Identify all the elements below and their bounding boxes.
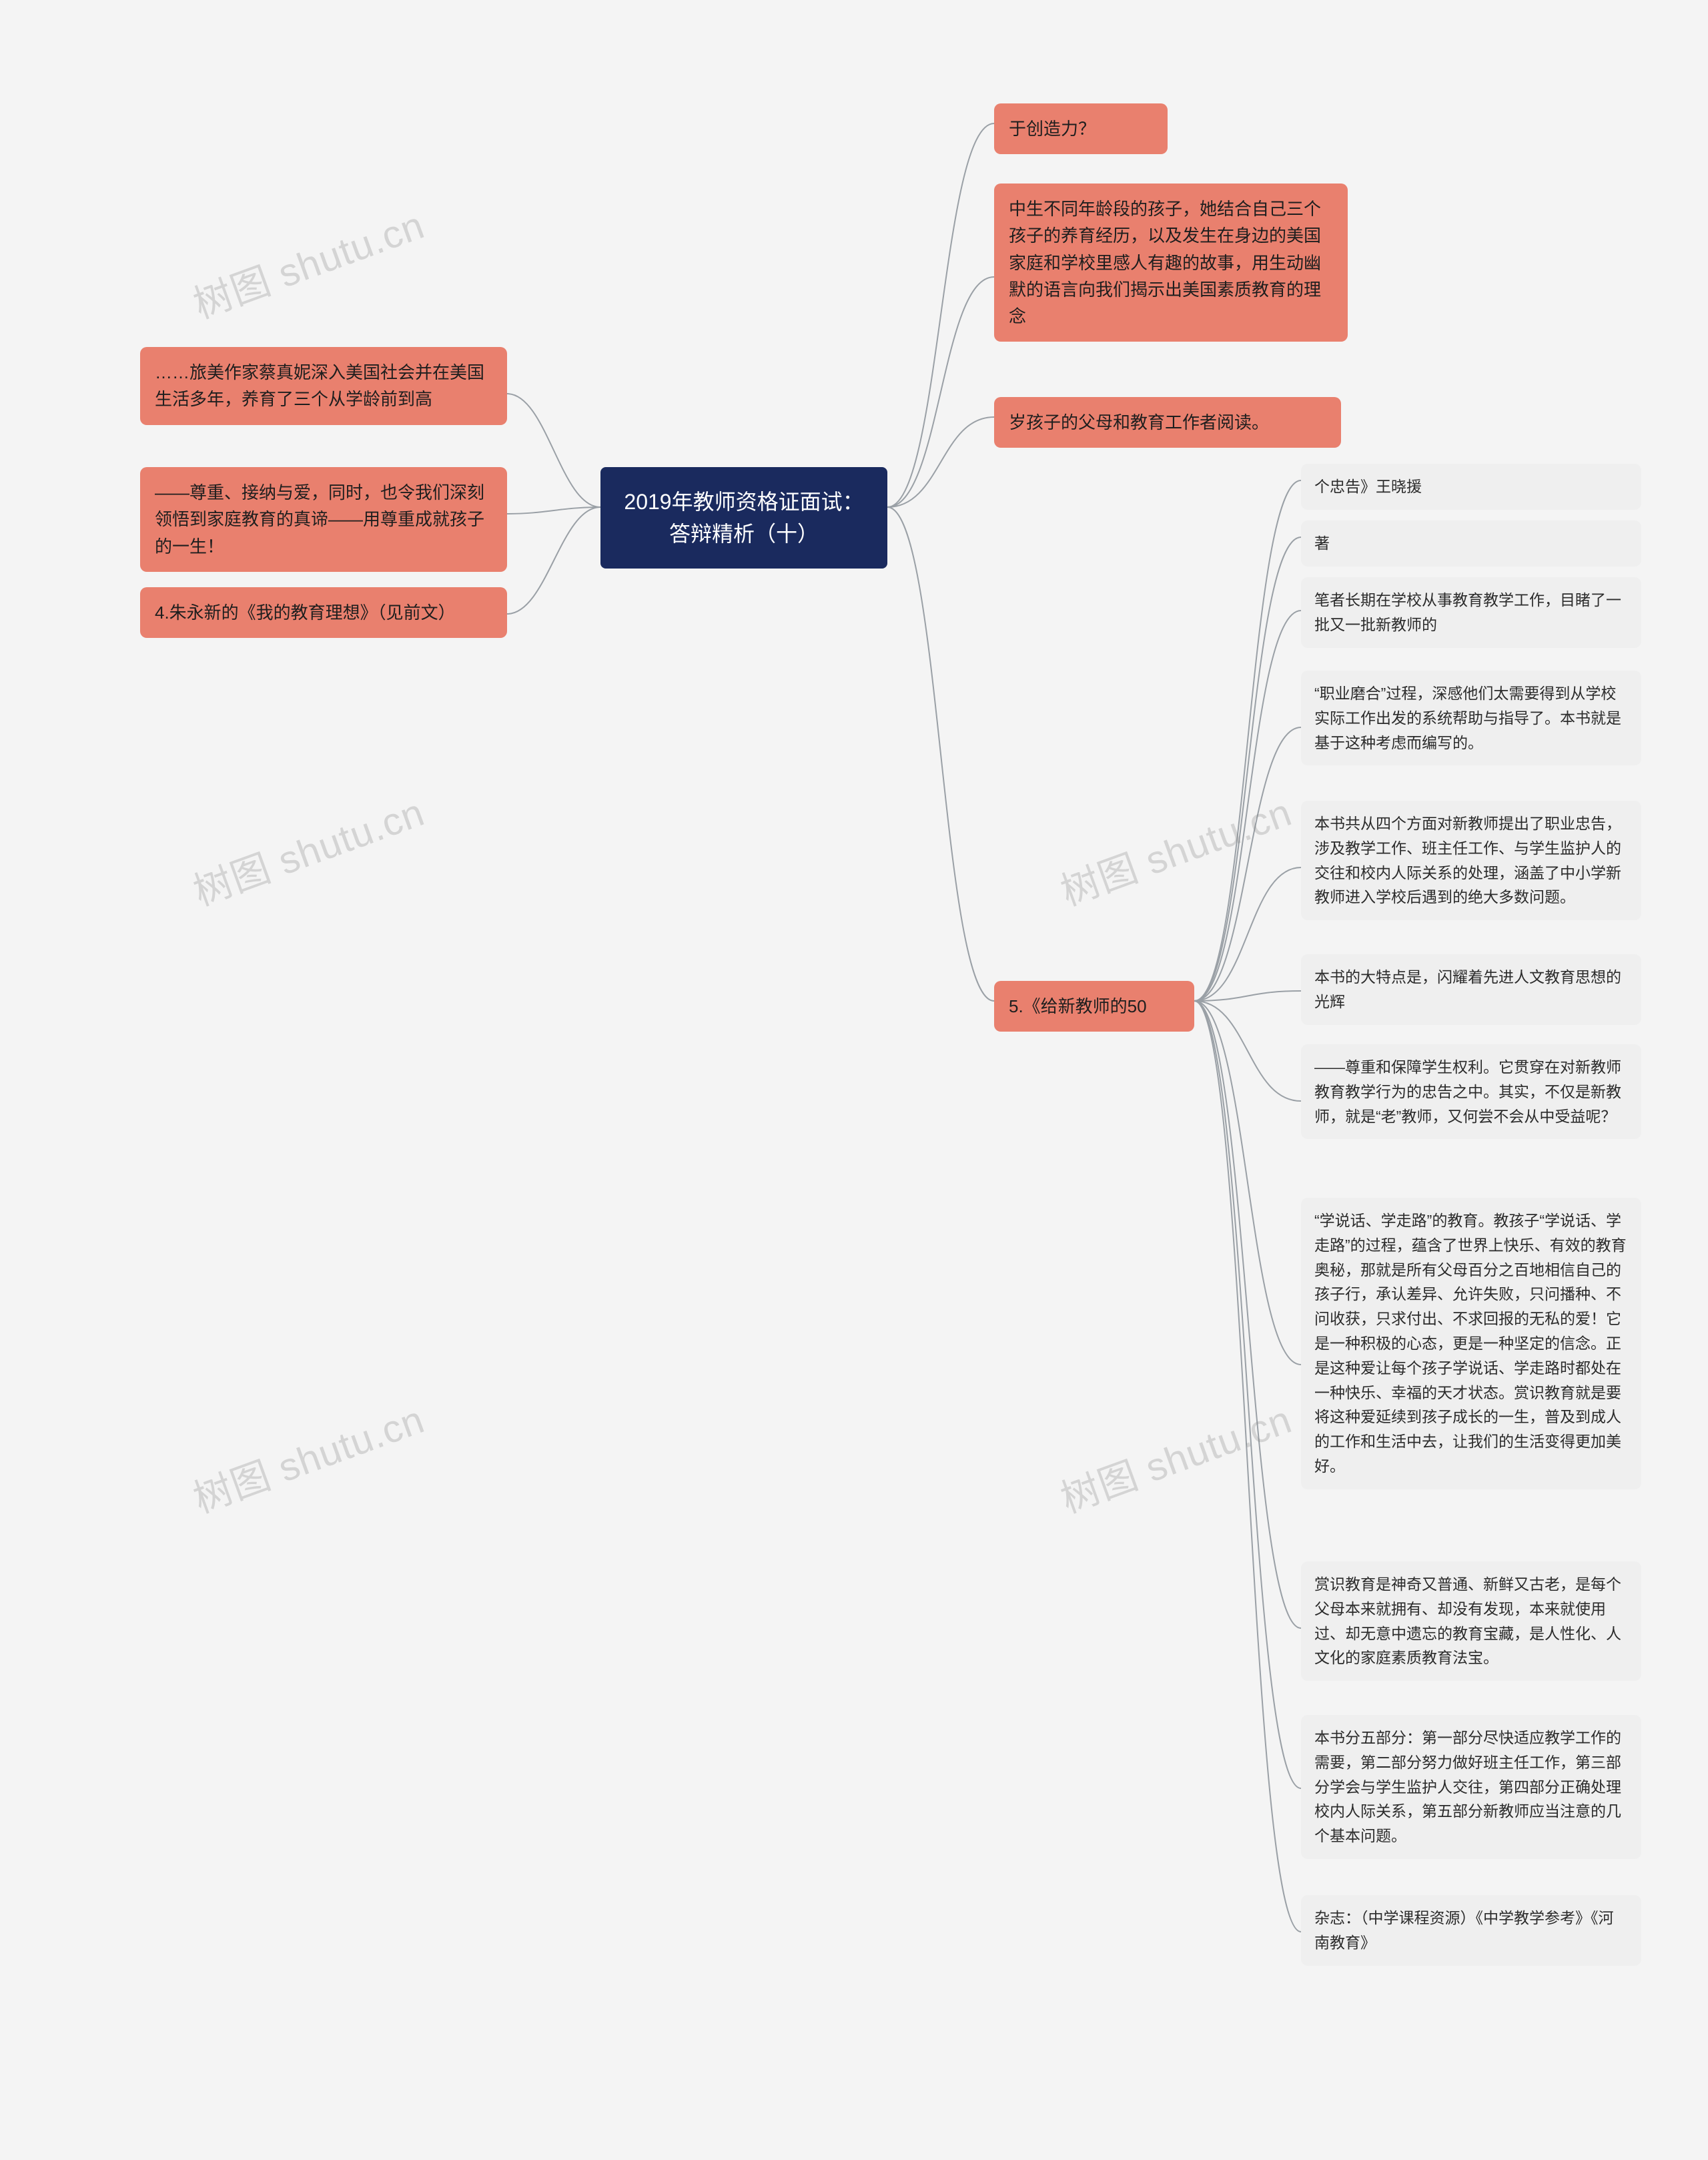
gray-node-5-text: 本书共从四个方面对新教师提出了职业忠告，涉及教学工作、班主任工作、与学生监护人的… bbox=[1314, 815, 1621, 906]
gray-node-11-text: 杂志：（中学课程资源）《中学教学参考》《河南教育》 bbox=[1314, 1909, 1614, 1951]
left-node-3-text: 4.朱永新的《我的教育理想》（见前文） bbox=[155, 603, 456, 623]
gray-node-9[interactable]: 赏识教育是神奇又普通、新鲜又古老，是每个父母本来就拥有、却没有发现，本来就使用过… bbox=[1301, 1561, 1641, 1681]
right-node-1[interactable]: 于创造力？ bbox=[994, 103, 1168, 154]
watermark: 树图 shutu.cn bbox=[1052, 781, 1298, 917]
gray-node-4[interactable]: “职业磨合”过程，深感他们太需要得到从学校实际工作出发的系统帮助与指导了。本书就… bbox=[1301, 671, 1641, 765]
root-line1: 2019年教师资格证面试： bbox=[624, 490, 863, 514]
right-node-4-text: 5.《给新教师的50 bbox=[1009, 996, 1147, 1016]
gray-node-3[interactable]: 笔者长期在学校从事教育教学工作，目睹了一批又一批新教师的 bbox=[1301, 577, 1641, 648]
right-node-1-text: 于创造力？ bbox=[1009, 119, 1096, 139]
left-node-2[interactable]: ——尊重、接纳与爱，同时，也令我们深刻领悟到家庭教育的真谛——用尊重成就孩子的一… bbox=[140, 467, 507, 572]
root-line2: 答辩精析（十） bbox=[669, 522, 819, 546]
gray-node-9-text: 赏识教育是神奇又普通、新鲜又古老，是每个父母本来就拥有、却没有发现，本来就使用过… bbox=[1314, 1575, 1621, 1666]
gray-node-2[interactable]: 著 bbox=[1301, 520, 1641, 567]
watermark: 树图 shutu.cn bbox=[185, 1389, 431, 1524]
gray-node-6-text: 本书的大特点是，闪耀着先进人文教育思想的光辉 bbox=[1314, 968, 1621, 1010]
mindmap-canvas: 2019年教师资格证面试： 答辩精析（十） ……旅美作家蔡真妮深入美国社会并在美… bbox=[0, 0, 1708, 2160]
watermark: 树图 shutu.cn bbox=[185, 194, 431, 330]
gray-node-10[interactable]: 本书分五部分：第一部分尽快适应教学工作的需要，第二部分努力做好班主任工作，第三部… bbox=[1301, 1715, 1641, 1859]
root-node[interactable]: 2019年教师资格证面试： 答辩精析（十） bbox=[600, 467, 887, 569]
gray-node-1[interactable]: 个忠告》王晓援 bbox=[1301, 464, 1641, 510]
gray-node-11[interactable]: 杂志：（中学课程资源）《中学教学参考》《河南教育》 bbox=[1301, 1895, 1641, 1966]
watermark: 树图 shutu.cn bbox=[185, 781, 431, 917]
right-node-3-text: 岁孩子的父母和教育工作者阅读。 bbox=[1009, 412, 1269, 432]
right-node-4[interactable]: 5.《给新教师的50 bbox=[994, 981, 1194, 1032]
gray-node-8-text: “学说话、学走路”的教育。教孩子“学说话、学走路”的过程，蕴含了世界上快乐、有效… bbox=[1314, 1212, 1627, 1475]
left-node-1[interactable]: ……旅美作家蔡真妮深入美国社会并在美国生活多年，养育了三个从学龄前到高 bbox=[140, 347, 507, 425]
gray-node-1-text: 个忠告》王晓援 bbox=[1314, 478, 1422, 495]
gray-node-6[interactable]: 本书的大特点是，闪耀着先进人文教育思想的光辉 bbox=[1301, 954, 1641, 1025]
gray-node-8[interactable]: “学说话、学走路”的教育。教孩子“学说话、学走路”的过程，蕴含了世界上快乐、有效… bbox=[1301, 1198, 1641, 1489]
gray-node-2-text: 著 bbox=[1314, 534, 1330, 552]
watermark: 树图 shutu.cn bbox=[1052, 1389, 1298, 1524]
gray-node-7-text: ——尊重和保障学生权利。它贯穿在对新教师教育教学行为的忠告之中。其实，不仅是新教… bbox=[1314, 1058, 1621, 1125]
right-node-3[interactable]: 岁孩子的父母和教育工作者阅读。 bbox=[994, 397, 1341, 448]
left-node-3[interactable]: 4.朱永新的《我的教育理想》（见前文） bbox=[140, 587, 507, 638]
gray-node-5[interactable]: 本书共从四个方面对新教师提出了职业忠告，涉及教学工作、班主任工作、与学生监护人的… bbox=[1301, 801, 1641, 920]
right-node-2-text: 中生不同年龄段的孩子，她结合自己三个孩子的养育经历，以及发生在身边的美国家庭和学… bbox=[1009, 199, 1321, 326]
gray-node-3-text: 笔者长期在学校从事教育教学工作，目睹了一批又一批新教师的 bbox=[1314, 591, 1621, 633]
gray-node-10-text: 本书分五部分：第一部分尽快适应教学工作的需要，第二部分努力做好班主任工作，第三部… bbox=[1314, 1729, 1621, 1844]
left-node-1-text: ……旅美作家蔡真妮深入美国社会并在美国生活多年，养育了三个从学龄前到高 bbox=[155, 362, 484, 409]
right-node-2[interactable]: 中生不同年龄段的孩子，她结合自己三个孩子的养育经历，以及发生在身边的美国家庭和学… bbox=[994, 184, 1348, 342]
gray-node-7[interactable]: ——尊重和保障学生权利。它贯穿在对新教师教育教学行为的忠告之中。其实，不仅是新教… bbox=[1301, 1044, 1641, 1139]
left-node-2-text: ——尊重、接纳与爱，同时，也令我们深刻领悟到家庭教育的真谛——用尊重成就孩子的一… bbox=[155, 482, 484, 557]
gray-node-4-text: “职业磨合”过程，深感他们太需要得到从学校实际工作出发的系统帮助与指导了。本书就… bbox=[1314, 685, 1621, 751]
